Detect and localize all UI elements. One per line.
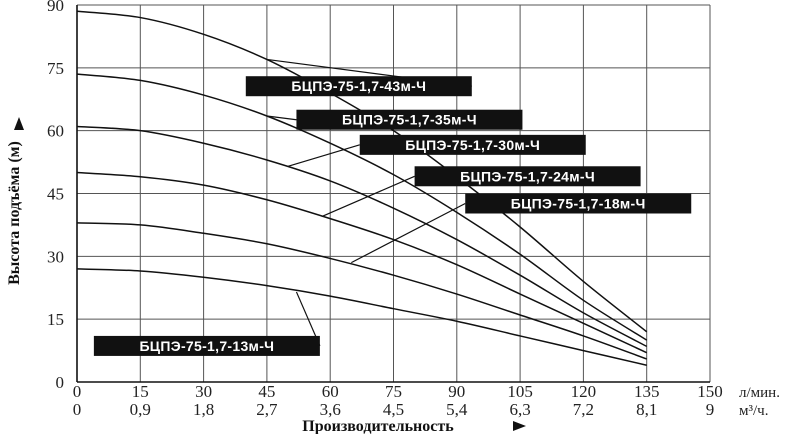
series-label: БЦПЭ-75-1,7-43м-Ч xyxy=(291,78,426,94)
x-tick-label-secondary: 4,5 xyxy=(383,400,404,419)
y-tick-label: 90 xyxy=(47,0,64,15)
x-tick-label-secondary: 9 xyxy=(706,400,715,419)
y-tick-label: 75 xyxy=(47,59,64,78)
label-pointer-line xyxy=(266,115,297,121)
series-label: БЦПЭ-75-1,7-24м-Ч xyxy=(460,168,595,184)
series-label-box xyxy=(414,166,641,187)
x-tick-label-secondary: 2,7 xyxy=(256,400,278,419)
x-tick-label-secondary: 0,9 xyxy=(130,400,151,419)
x-tick-label: 60 xyxy=(322,382,339,401)
series-line xyxy=(76,268,647,366)
y-tick-label: 15 xyxy=(47,310,64,329)
x-tick-label: 150 xyxy=(697,382,723,401)
x-tick-label-secondary: 3,6 xyxy=(320,400,341,419)
y-tick-label: 60 xyxy=(47,122,64,141)
series-label-box xyxy=(359,134,586,155)
x-tick-label: 120 xyxy=(571,382,597,401)
y-axis-arrow-icon xyxy=(14,117,24,130)
x-tick-label: 0 xyxy=(73,382,82,401)
y-tick-label: 45 xyxy=(47,185,64,204)
x-tick-label-secondary: 6,3 xyxy=(509,400,530,419)
series-label: БЦПЭ-75-1,7-18м-Ч xyxy=(511,196,646,212)
x-unit-primary: л/мин. xyxy=(739,385,780,401)
x-tick-label-secondary: 5,4 xyxy=(446,400,468,419)
series-label-box xyxy=(245,76,472,97)
series-label: БЦПЭ-75-1,7-30м-Ч xyxy=(405,137,540,153)
y-tick-label: 30 xyxy=(47,247,64,266)
x-tick-label-secondary: 1,8 xyxy=(193,400,214,419)
label-pointer-line xyxy=(351,202,466,264)
series-labels: БЦПЭ-75-1,7-43м-Ч БЦПЭ-75-1,7-35м-Ч БЦПЭ-7… xyxy=(93,76,692,356)
x-tick-label: 45 xyxy=(258,382,275,401)
x-unit-secondary: м³/ч. xyxy=(739,403,768,419)
x-axis-title: Производительность xyxy=(302,418,454,434)
x-tick-label: 75 xyxy=(385,382,402,401)
x-tick-label: 135 xyxy=(634,382,660,401)
series-label: БЦПЭ-75-1,7-35м-Ч xyxy=(342,112,477,128)
series-label-box xyxy=(465,193,692,214)
x-tick-label: 90 xyxy=(448,382,465,401)
x-axis-arrow-icon xyxy=(513,421,526,431)
series-label-box xyxy=(93,335,320,356)
axes xyxy=(76,5,710,383)
y-tick-label: 0 xyxy=(56,373,65,392)
label-pointer-line xyxy=(321,175,415,218)
series-line xyxy=(76,125,648,348)
x-tick-label: 30 xyxy=(195,382,212,401)
series-line xyxy=(76,171,648,354)
series-line xyxy=(76,73,648,341)
x-tick-label-secondary: 8,1 xyxy=(636,400,657,419)
series-label: БЦПЭ-75-1,7-13м-Ч xyxy=(139,338,274,354)
y-axis-title: Высота подъёма (м) xyxy=(6,141,23,285)
tick-labels: 00150,9301,8452,7603,6754,5905,41056,312… xyxy=(47,0,723,419)
x-tick-label: 105 xyxy=(507,382,533,401)
label-pointer-line xyxy=(287,144,360,167)
series-line xyxy=(76,222,647,360)
x-tick-label-secondary: 7,2 xyxy=(573,400,594,419)
series-label-box xyxy=(296,109,523,130)
curves xyxy=(76,10,648,366)
x-tick-label: 15 xyxy=(132,382,149,401)
x-tick-label-secondary: 0 xyxy=(73,400,82,419)
